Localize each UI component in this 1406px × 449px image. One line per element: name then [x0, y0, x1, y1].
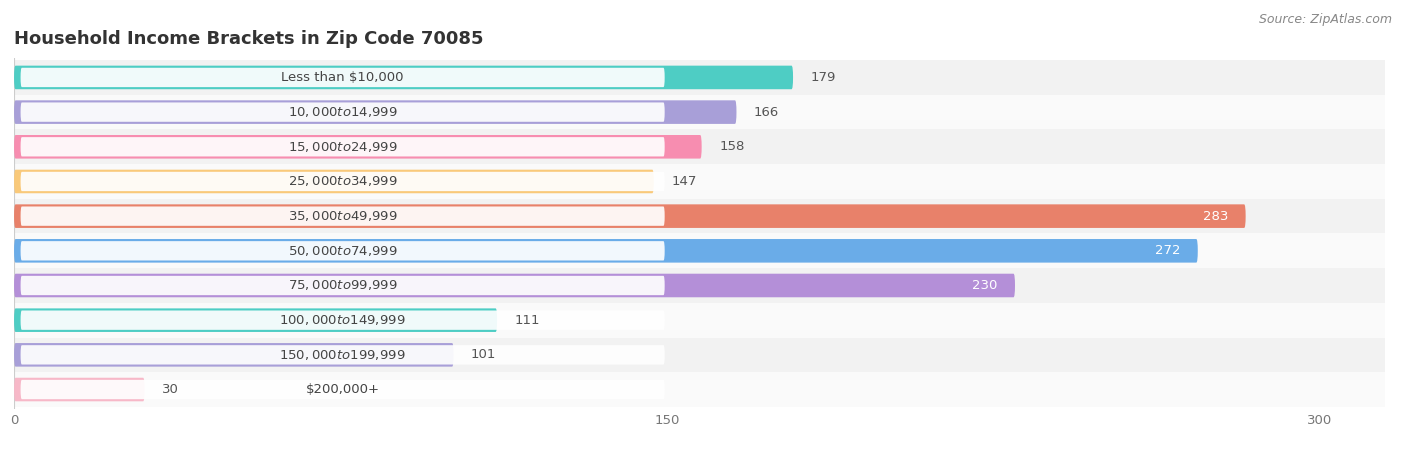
Bar [14, 60, 1385, 95]
Text: $75,000 to $99,999: $75,000 to $99,999 [288, 278, 398, 292]
Text: 111: 111 [515, 314, 540, 327]
FancyBboxPatch shape [14, 274, 1015, 297]
FancyBboxPatch shape [21, 276, 665, 295]
Bar [14, 233, 1385, 268]
Text: $25,000 to $34,999: $25,000 to $34,999 [288, 175, 398, 189]
Text: 101: 101 [471, 348, 496, 361]
Text: $50,000 to $74,999: $50,000 to $74,999 [288, 244, 398, 258]
Bar [14, 129, 1385, 164]
Bar [14, 199, 1385, 233]
FancyBboxPatch shape [14, 204, 1246, 228]
FancyBboxPatch shape [14, 308, 498, 332]
FancyBboxPatch shape [21, 380, 665, 399]
Text: 283: 283 [1204, 210, 1229, 223]
Bar [14, 95, 1385, 129]
FancyBboxPatch shape [14, 135, 702, 158]
FancyBboxPatch shape [21, 345, 665, 365]
FancyBboxPatch shape [21, 172, 665, 191]
Bar [14, 338, 1385, 372]
Bar [14, 268, 1385, 303]
Text: $15,000 to $24,999: $15,000 to $24,999 [288, 140, 398, 154]
FancyBboxPatch shape [14, 66, 793, 89]
Text: 147: 147 [671, 175, 696, 188]
FancyBboxPatch shape [21, 311, 665, 330]
FancyBboxPatch shape [14, 239, 1198, 263]
Text: 166: 166 [754, 106, 779, 119]
Text: Less than $10,000: Less than $10,000 [281, 71, 404, 84]
Text: $150,000 to $199,999: $150,000 to $199,999 [280, 348, 406, 362]
Text: $100,000 to $149,999: $100,000 to $149,999 [280, 313, 406, 327]
Text: $35,000 to $49,999: $35,000 to $49,999 [288, 209, 398, 223]
Text: Household Income Brackets in Zip Code 70085: Household Income Brackets in Zip Code 70… [14, 31, 484, 48]
Text: $200,000+: $200,000+ [305, 383, 380, 396]
FancyBboxPatch shape [21, 102, 665, 122]
Text: 30: 30 [162, 383, 179, 396]
FancyBboxPatch shape [14, 170, 654, 193]
FancyBboxPatch shape [21, 207, 665, 226]
Text: 158: 158 [718, 140, 744, 153]
Text: $10,000 to $14,999: $10,000 to $14,999 [288, 105, 398, 119]
Bar [14, 164, 1385, 199]
FancyBboxPatch shape [14, 100, 737, 124]
FancyBboxPatch shape [21, 137, 665, 156]
FancyBboxPatch shape [14, 343, 454, 367]
FancyBboxPatch shape [21, 68, 665, 87]
FancyBboxPatch shape [14, 378, 145, 401]
FancyBboxPatch shape [21, 241, 665, 260]
Bar [14, 303, 1385, 338]
Bar [14, 372, 1385, 407]
Text: 272: 272 [1154, 244, 1181, 257]
Text: 230: 230 [972, 279, 998, 292]
Text: 179: 179 [810, 71, 835, 84]
Text: Source: ZipAtlas.com: Source: ZipAtlas.com [1258, 13, 1392, 26]
